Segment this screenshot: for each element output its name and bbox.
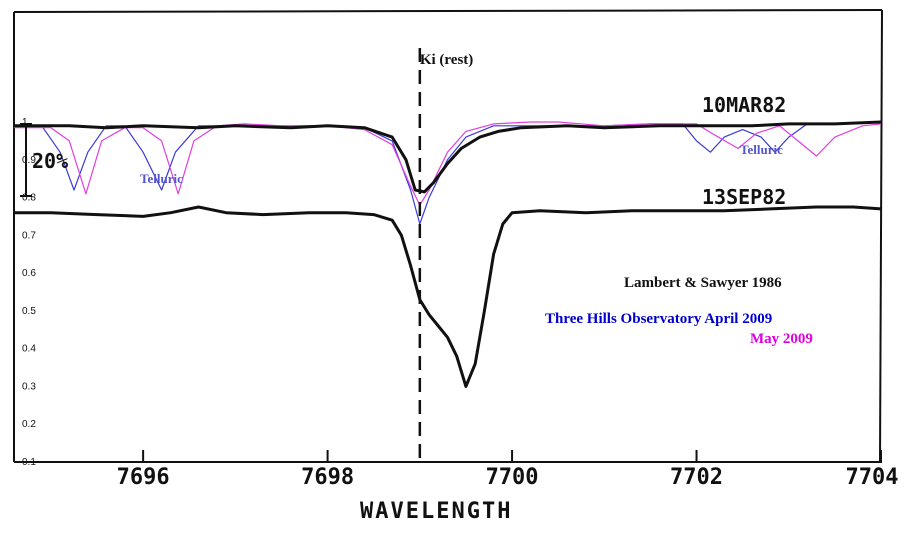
y-tick-label: 1 bbox=[22, 117, 28, 128]
series-line-10mar82 bbox=[14, 120, 882, 194]
x-tick-label: 7702 bbox=[670, 465, 723, 490]
x-tick-label: 7704 bbox=[846, 465, 899, 490]
x-tick-label: 7696 bbox=[117, 465, 170, 490]
credit-may-2009: May 2009 bbox=[750, 331, 813, 347]
scale-bar-label: 20% bbox=[32, 149, 68, 173]
y-tick-label: 0.2 bbox=[22, 419, 36, 430]
plot-frame-top bbox=[13, 9, 883, 13]
series-line-13sep82 bbox=[14, 205, 882, 388]
y-tick-label: 0.3 bbox=[22, 381, 36, 392]
y-tick-label: 0.1 bbox=[22, 457, 36, 468]
y-tick-label: 0.4 bbox=[22, 344, 36, 355]
y-tick-label: 0.6 bbox=[22, 268, 36, 279]
curve-label-10mar82: 10MAR82 bbox=[702, 93, 786, 117]
telluric-label-left: Telluric bbox=[140, 171, 183, 186]
x-tick-label: 7698 bbox=[301, 465, 354, 490]
series-line-may-2009 bbox=[14, 121, 882, 206]
plot-frame-right bbox=[879, 9, 883, 463]
credit-three-hills: Three Hills Observatory April 2009 bbox=[545, 311, 772, 327]
rest-wavelength-label: Ki (rest) bbox=[420, 52, 473, 68]
x-tick-label: 7700 bbox=[486, 465, 539, 490]
y-tick-label: 0.8 bbox=[22, 193, 36, 204]
telluric-label-right: Telluric bbox=[740, 142, 783, 157]
scale-bar bbox=[20, 123, 32, 197]
curve-label-13sep82: 13SEP82 bbox=[702, 185, 786, 209]
y-tick-label: 0.7 bbox=[22, 230, 36, 241]
y-tick-label: 0.5 bbox=[22, 306, 36, 317]
x-axis-label: WAVELENGTH bbox=[360, 499, 512, 524]
series-group bbox=[14, 120, 882, 388]
credit-lambert-sawyer: Lambert & Sawyer 1986 bbox=[624, 275, 782, 291]
y-tick-label: 0.9 bbox=[22, 155, 36, 166]
axis-ticks: 7696 7698 7700 7702 7704 0.1 0.2 0.3 0.4 0.5 0.6 0.… bbox=[22, 117, 898, 490]
